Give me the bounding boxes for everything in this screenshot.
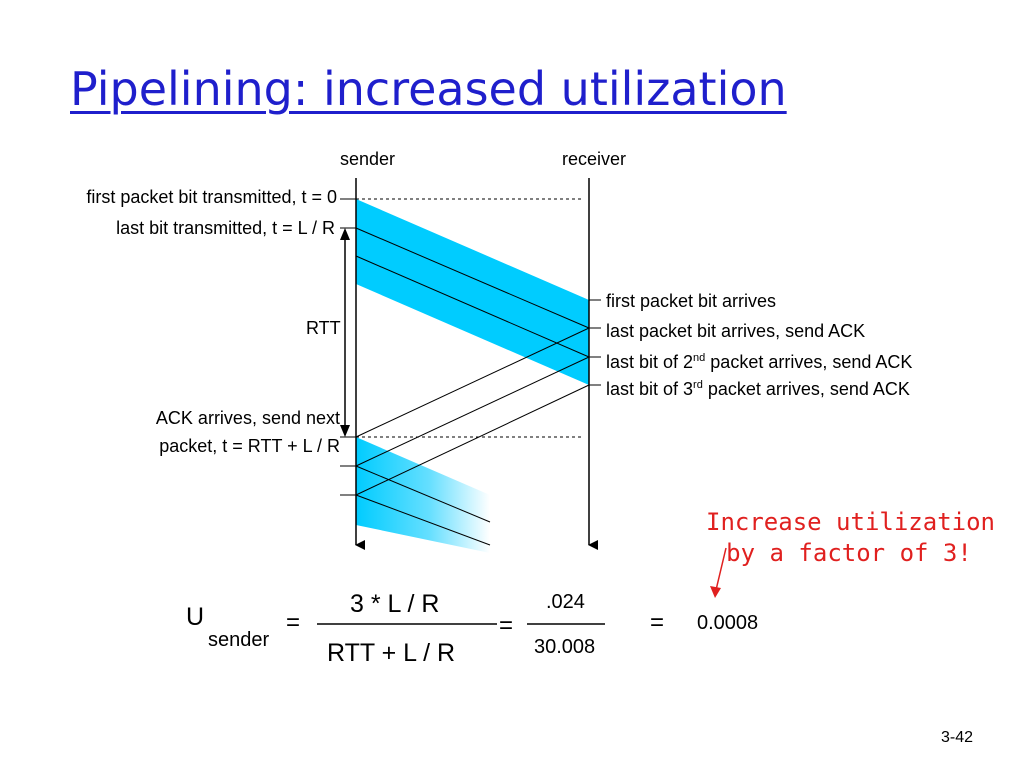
equation-equals-2: = [499,612,514,639]
label-last-bit-transmitted: last bit transmitted, t = L / R [116,218,335,238]
equation-result: 0.0008 [697,612,759,634]
equation-frac2-numerator: .024 [546,591,585,613]
equation-subscript: sender [208,629,270,651]
slide-title: Pipelining: increased utilization [70,62,787,116]
third-label-sup: rd [693,379,703,391]
label-first-bit-arrives: first packet bit arrives [606,291,777,311]
packet-separator-2 [355,255,590,358]
equation-numerator: 3 * L / R [350,590,440,618]
second-label-post: packet arrives, send ACK [705,352,913,372]
label-first-bit-transmitted: first packet bit transmitted, t = 0 [86,187,337,207]
callout-line-2: by a factor of 3! [726,539,972,567]
callout-text: Increase utilization by a factor of 3! [706,507,995,569]
callout-line-1: Increase utilization [706,508,995,536]
receiver-header: receiver [562,149,627,169]
label-ack-line-2: packet, t = RTT + L / R [159,436,340,456]
equation-equals-3: = [650,609,665,636]
ack-line-2 [355,356,590,467]
sender-header: sender [340,149,396,169]
rtt-arrow-head-bottom [340,425,350,437]
packet-band-initial [356,199,589,385]
equation-denominator: RTT + L / R [327,639,456,667]
equation-equals-1: = [286,609,301,636]
packet-separator-1 [355,227,590,329]
ack-line-1 [355,327,590,438]
next-separator-1 [355,465,491,523]
slide-number: 3-42 [941,729,974,746]
third-label-text: last bit of 3 [606,379,694,399]
packet-band-next [356,437,490,553]
callout-arrow-head [710,586,721,598]
label-second-packet-arrives: last bit of 2nd packet arrives, send ACK [606,347,912,373]
rtt-arrow-head-top [340,228,350,240]
third-label-post: packet arrives, send ACK [702,379,910,399]
next-separator-2 [355,494,491,546]
equation-frac2-denominator: 30.008 [534,636,596,658]
callout-arrow [715,547,727,591]
equation-u: U [186,603,205,631]
label-ack-line-1: ACK arrives, send next [155,408,340,428]
ack-line-3 [355,384,590,496]
label-rtt: RTT [306,318,341,338]
label-third-packet-arrives: last bit of 3rd packet arrives, send ACK [606,374,910,400]
second-label-text: last bit of 2 [606,352,694,372]
second-label-sup: nd [693,352,706,364]
label-last-bit-arrives: last packet bit arrives, send ACK [606,321,866,341]
